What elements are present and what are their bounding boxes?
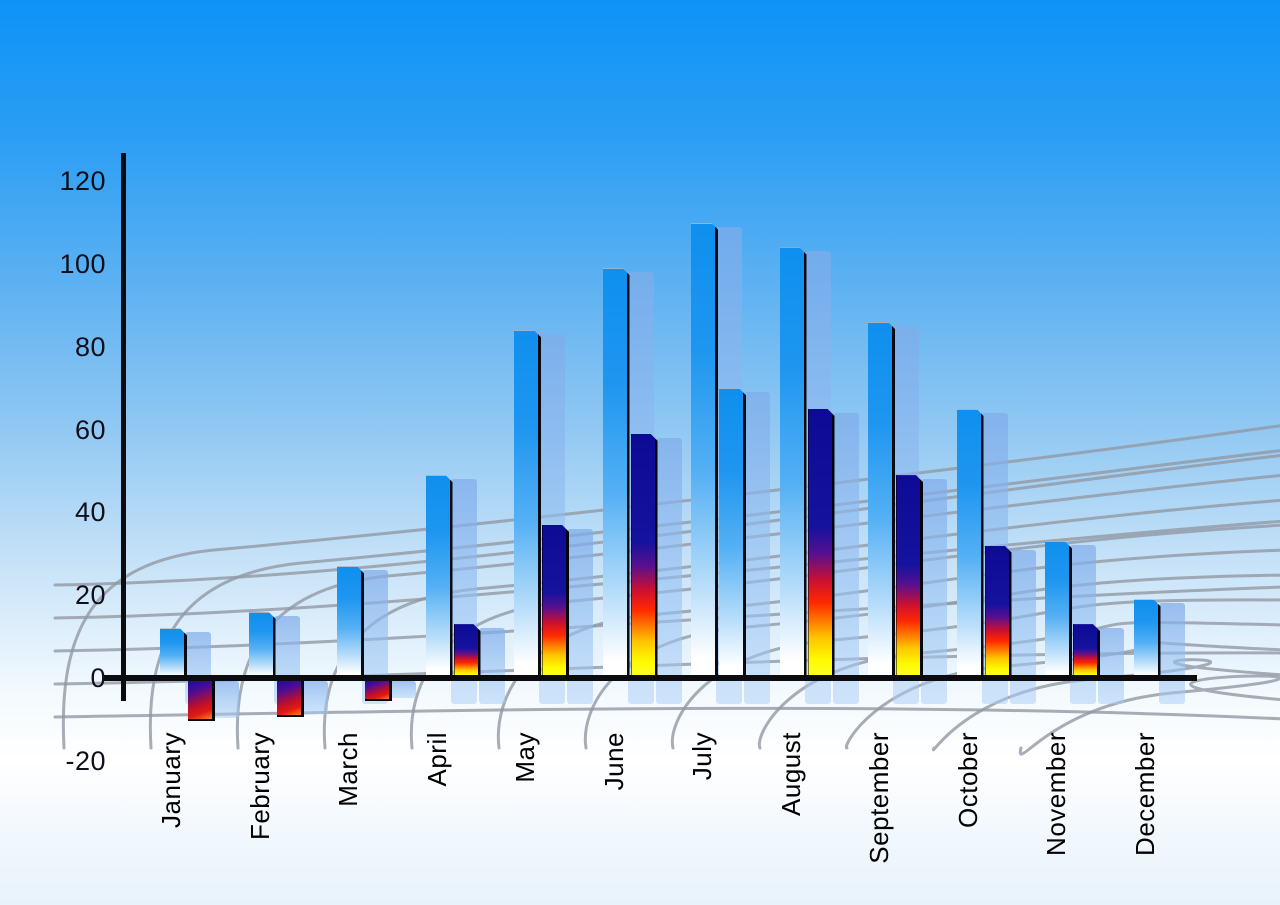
echo-november-secondary [1098,628,1124,704]
y-tick-label-20: 20 [74,580,106,611]
bar-december-primary [1134,599,1161,678]
bar-march-primary [337,566,364,678]
x-month-label-august: August [775,732,806,816]
y-tick-label-40: 40 [74,497,106,528]
bar-may-secondary [542,525,569,678]
bar-january-primary [160,628,187,678]
x-month-label-september: September [864,732,894,864]
echo-january-secondary [213,681,239,719]
x-month-label-april: April [421,732,452,787]
bar-february-primary [249,612,276,678]
y-tick-label-120: 120 [59,166,106,197]
x-month-label-december: December [1129,732,1160,856]
bar-july-primary [691,223,718,678]
echo-june-secondary [655,437,682,704]
bar-april-primary [426,475,453,678]
echo-july-secondary [744,392,770,704]
bar-september-secondary [896,475,923,678]
bar-october-primary [957,409,984,678]
y-tick-label-100: 100 [59,249,106,279]
x-month-label-june: June [598,732,629,791]
x-month-label-november: November [1041,732,1071,856]
bar-november-primary [1045,541,1072,678]
y-tick-label-60: 60 [74,414,106,445]
x-month-label-july: July [687,732,717,781]
x-month-label-october: October [952,732,983,828]
bar-june-secondary [631,434,658,678]
echo-may-secondary [567,528,593,704]
x-axis-zero-line [104,675,1197,681]
bar-january-secondary [188,680,215,722]
bar-may-primary [514,330,541,678]
bar-june-primary [603,268,630,678]
echo-march-secondary [390,681,416,698]
echo-december-primary [1158,603,1185,704]
x-month-label-january: January [156,732,186,828]
x-month-label-march: March [333,732,363,807]
echo-february-secondary [301,681,328,715]
y-axis-line [121,153,126,701]
bar-october-secondary [985,546,1012,678]
echo-april-secondary [478,628,505,704]
x-month-label-february: February [244,732,275,841]
bar-april-secondary [454,624,481,678]
bar-february-secondary [276,680,304,718]
bar-september-primary [868,322,895,678]
x-month-label-may: May [510,732,540,783]
bar-march-secondary [365,680,392,701]
bar-august-secondary [808,409,835,678]
y-tick-label--20: -20 [65,745,106,776]
echo-september-secondary [921,479,947,704]
echo-august-secondary [832,412,859,704]
bar-november-secondary [1073,624,1100,678]
bar-july-secondary [719,388,746,678]
bar-august-primary [780,247,807,678]
y-tick-label-0: 0 [90,663,106,693]
y-tick-label-80: 80 [74,331,106,362]
